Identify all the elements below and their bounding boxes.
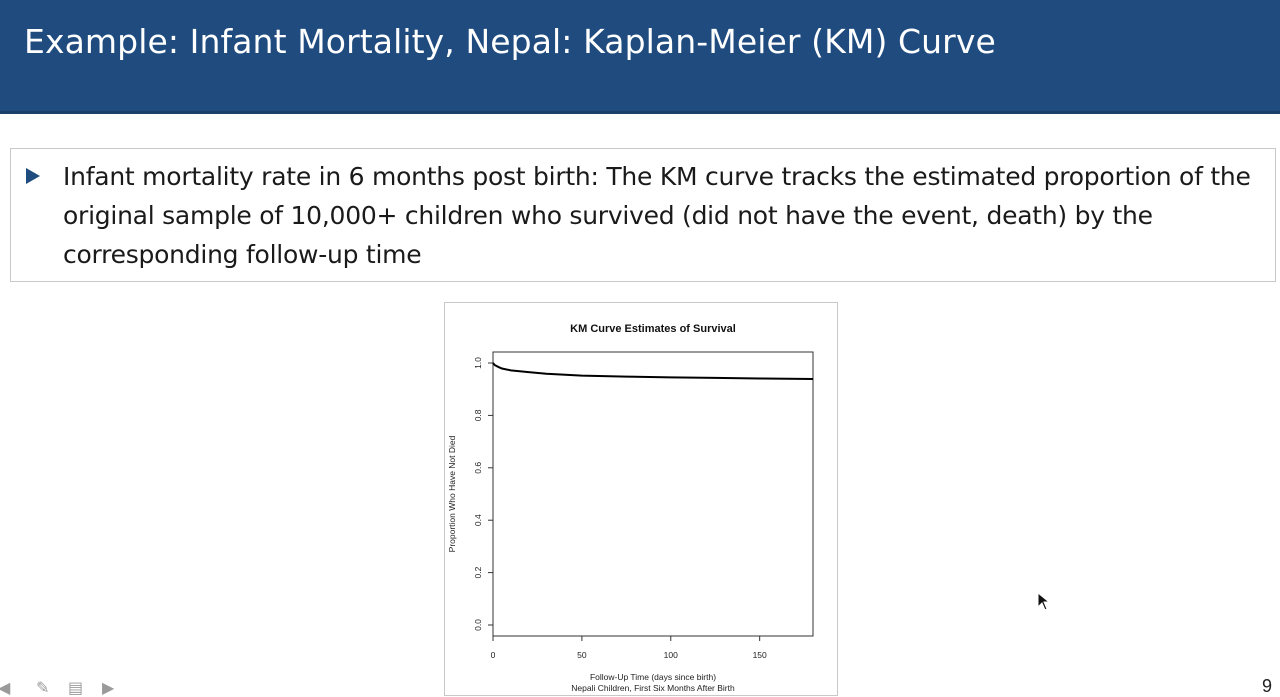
x-axis-ticks: 0 50 100 150	[491, 636, 767, 660]
x-axis-label: Follow-Up Time (days since birth)	[590, 672, 716, 682]
x-tick-label: 0	[491, 650, 496, 660]
y-tick-label: 0.6	[473, 462, 483, 474]
forward-arrow-icon[interactable]: ▶	[102, 678, 115, 697]
y-tick-label: 1.0	[473, 357, 483, 369]
km-chart: KM Curve Estimates of Survival 0.0 0.2 0.4…	[444, 302, 838, 696]
slide-number: 9	[1262, 676, 1273, 696]
bullet-text: Infant mortality rate in 6 months post b…	[63, 162, 1251, 269]
bullet-box: Infant mortality rate in 6 months post b…	[10, 148, 1276, 282]
pen-icon[interactable]: ✎	[36, 678, 50, 697]
x-tick-label: 150	[753, 650, 767, 660]
y-tick-label: 0.4	[473, 514, 483, 526]
back-arrow-icon[interactable]: ◀	[0, 678, 11, 697]
y-axis-ticks: 0.0 0.2 0.4 0.6 0.8 1.0	[473, 357, 493, 631]
x-tick-label: 100	[664, 650, 678, 660]
slide-title: Example: Infant Mortality, Nepal: Kaplan…	[24, 22, 996, 61]
bullet-arrow-icon	[26, 168, 40, 184]
y-tick-label: 0.2	[473, 566, 483, 578]
y-tick-label: 0.8	[473, 409, 483, 421]
y-axis-label: Proportion Who Have Not Died	[447, 435, 457, 552]
mouse-cursor-icon	[1037, 592, 1051, 611]
chart-title: KM Curve Estimates of Survival	[570, 323, 736, 335]
title-bar: Example: Infant Mortality, Nepal: Kaplan…	[0, 0, 1280, 114]
x-axis-sublabel: Nepali Children, First Six Months After …	[571, 683, 735, 693]
slides-icon[interactable]: ▤	[68, 678, 84, 697]
km-survival-curve	[492, 362, 814, 380]
slide-nav-toolbar: ◀ ✎ ▤ ▶	[0, 680, 130, 696]
plot-box	[492, 351, 814, 637]
km-chart-svg: KM Curve Estimates of Survival 0.0 0.2 0.4…	[447, 323, 814, 693]
x-tick-label: 50	[577, 650, 587, 660]
y-tick-label: 0.0	[473, 619, 483, 631]
